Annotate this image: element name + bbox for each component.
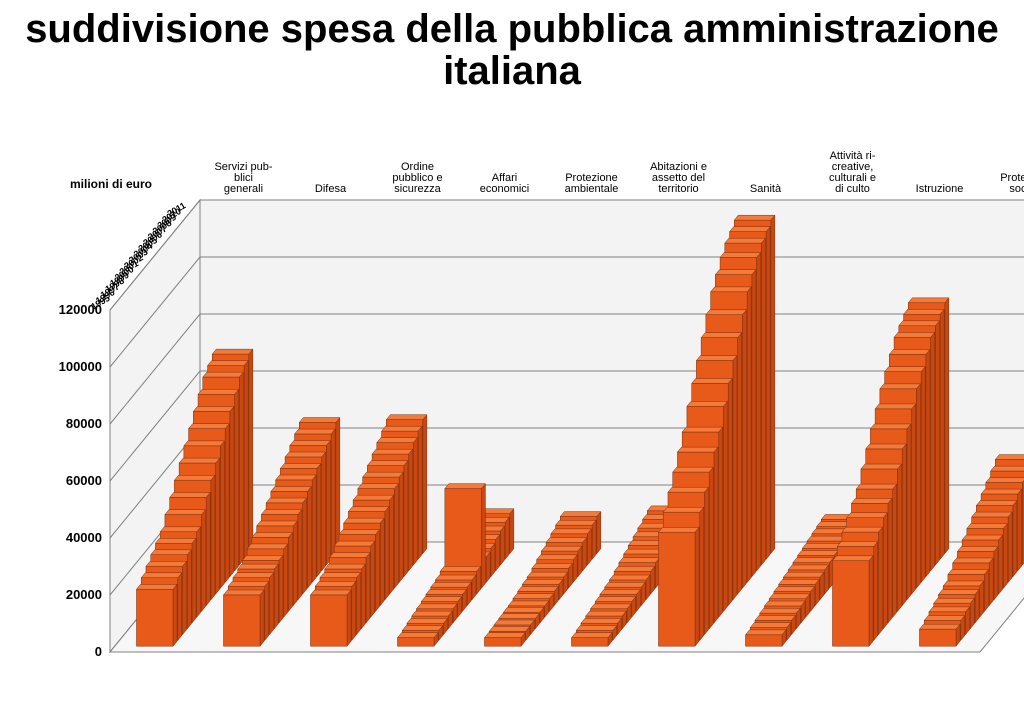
bar (919, 624, 960, 646)
bar (310, 590, 351, 646)
bar (397, 633, 438, 646)
category-label: Istruzione (916, 183, 964, 195)
category-label: Ordinepubblico esicurezza (392, 161, 442, 195)
category-label: Protezionesociale (1000, 172, 1024, 195)
ytick-label: 100000 (59, 359, 102, 374)
bar (745, 630, 786, 646)
category-label: Protezioneambientale (565, 172, 619, 195)
ytick-label: 80000 (66, 416, 102, 431)
bar (571, 633, 612, 646)
ytick-label: 40000 (66, 530, 102, 545)
category-label: Sanità (750, 183, 782, 195)
bar (832, 556, 873, 646)
bar (484, 633, 525, 646)
category-label: Difesa (315, 183, 347, 195)
chart-svg: 020000400006000080000100000120000milioni… (0, 92, 1024, 682)
ytick-label: 60000 (66, 473, 102, 488)
y-axis-label: milioni di euro (70, 177, 152, 191)
bar (223, 590, 264, 646)
category-label: Servizi pub-blicigenerali (214, 161, 272, 195)
ytick-label: 20000 (66, 587, 102, 602)
ytick-label: 0 (95, 644, 102, 659)
chart-container: 020000400006000080000100000120000milioni… (0, 92, 1024, 672)
bar (658, 527, 699, 646)
category-label: Affarieconomici (480, 172, 530, 195)
category-label: Attività ri-creative,culturali edi culto (829, 150, 876, 195)
chart-title: suddivisione spesa della pubblica ammini… (0, 0, 1024, 92)
bar (136, 584, 177, 646)
category-label: Abitazioni eassetto delterritorio (650, 161, 707, 195)
